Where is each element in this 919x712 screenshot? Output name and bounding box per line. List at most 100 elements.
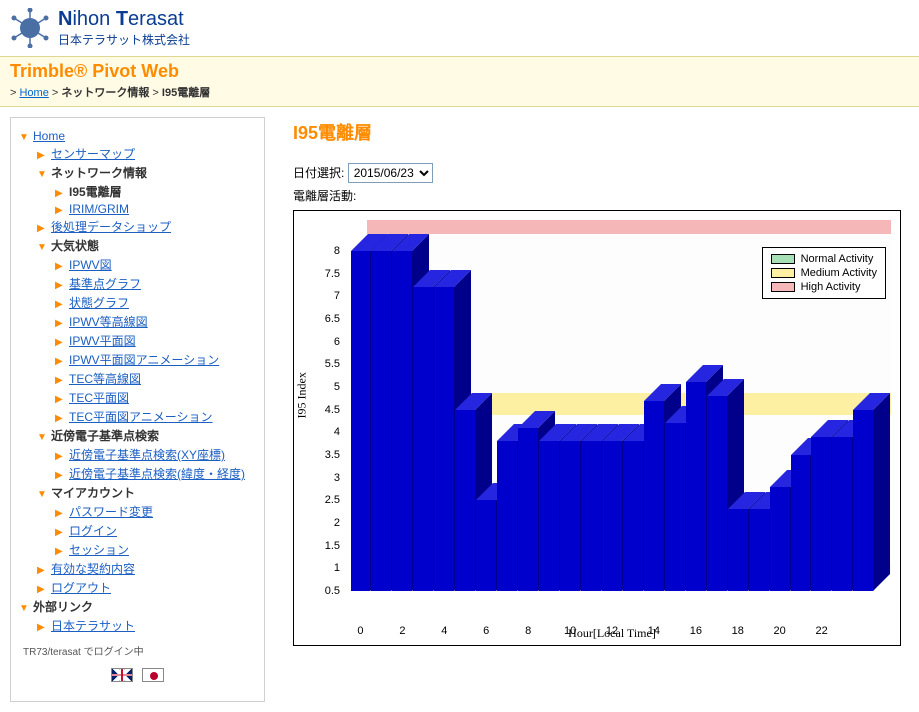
chart-band-high bbox=[367, 220, 891, 234]
chart-bar bbox=[770, 251, 790, 591]
chart-bar bbox=[581, 251, 601, 591]
chevron-right-icon: ▶ bbox=[55, 527, 65, 538]
nav-state-graph[interactable]: 状態グラフ bbox=[69, 296, 129, 310]
chart-bars bbox=[350, 251, 874, 591]
chart-y-axis: 0.511.522.533.544.555.566.577.58 bbox=[294, 251, 344, 591]
chart-bar bbox=[392, 251, 412, 591]
nav-nearby-latlon[interactable]: 近傍電子基準点検索(緯度・経度) bbox=[69, 467, 245, 481]
nav-atmos[interactable]: 大気状態 bbox=[51, 239, 99, 253]
nav-tec-plan[interactable]: TEC平面図 bbox=[69, 391, 129, 405]
nav-nearby-xy[interactable]: 近傍電子基準点検索(XY座標) bbox=[69, 448, 225, 462]
chevron-right-icon: ▶ bbox=[55, 451, 65, 462]
nav-network-info[interactable]: ネットワーク情報 bbox=[51, 166, 147, 180]
nav-home[interactable]: Home bbox=[33, 129, 65, 143]
logo-icon bbox=[10, 8, 50, 48]
legend-label: Normal Activity bbox=[801, 253, 874, 265]
chevron-right-icon: ▶ bbox=[37, 565, 47, 576]
nav-irim[interactable]: IRIM/GRIM bbox=[69, 202, 129, 216]
y-tick: 8 bbox=[334, 245, 340, 257]
main-content: I95電離層 日付選択: 2015/06/23 電離層活動: Ionospher… bbox=[275, 107, 919, 712]
y-tick: 3 bbox=[334, 472, 340, 484]
nav-nearby-search[interactable]: 近傍電子基準点検索 bbox=[51, 429, 159, 443]
legend-item: High Activity bbox=[771, 280, 877, 294]
chart-bar bbox=[413, 251, 433, 591]
nav-nihon-terasat[interactable]: 日本テラサット bbox=[51, 619, 135, 633]
nav-sensor-map[interactable]: センサーマップ bbox=[51, 147, 135, 161]
chevron-right-icon: ▶ bbox=[55, 413, 65, 424]
title-bar: Trimble® Pivot Web > Home > ネットワーク情報 > I… bbox=[0, 56, 919, 107]
legend-swatch bbox=[771, 268, 795, 278]
chevron-right-icon: ▶ bbox=[37, 622, 47, 633]
chevron-right-icon: ▶ bbox=[55, 375, 65, 386]
app-title: Trimble® Pivot Web bbox=[10, 61, 909, 82]
date-select[interactable]: 2015/06/23 bbox=[348, 163, 433, 183]
legend-item: Normal Activity bbox=[771, 252, 877, 266]
nav-my-account[interactable]: マイアカウント bbox=[51, 486, 135, 500]
chevron-down-icon: ▼ bbox=[19, 132, 29, 143]
chart-bar bbox=[644, 251, 664, 591]
nav-tree: ▼Home ▶センサーマップ ▼ネットワーク情報 ▶I95電離層 ▶IRIM/G… bbox=[19, 128, 256, 635]
chart-bar bbox=[623, 251, 643, 591]
chart: Ionospheric Index I95 Chugoku I95 Index … bbox=[293, 210, 901, 646]
y-tick: 3.5 bbox=[325, 449, 340, 461]
legend-swatch bbox=[771, 282, 795, 292]
y-tick: 0.5 bbox=[325, 585, 340, 597]
flag-uk-icon[interactable] bbox=[111, 668, 133, 682]
nav-session[interactable]: セッション bbox=[69, 543, 129, 557]
chart-legend: Normal ActivityMedium ActivityHigh Activ… bbox=[762, 247, 886, 299]
legend-swatch bbox=[771, 254, 795, 264]
chevron-right-icon: ▶ bbox=[55, 280, 65, 291]
chevron-down-icon: ▼ bbox=[37, 432, 47, 443]
chevron-right-icon: ▶ bbox=[55, 508, 65, 519]
nav-logout[interactable]: ログアウト bbox=[51, 581, 111, 595]
chevron-right-icon: ▶ bbox=[55, 546, 65, 557]
login-status: TR73/terasat でログイン中 bbox=[19, 635, 256, 662]
nav-ipwv-plan[interactable]: IPWV平面図 bbox=[69, 334, 136, 348]
legend-label: High Activity bbox=[801, 281, 861, 293]
breadcrumb-home[interactable]: Home bbox=[19, 87, 48, 99]
chevron-right-icon: ▶ bbox=[55, 356, 65, 367]
chevron-down-icon: ▼ bbox=[19, 603, 29, 614]
chart-bar bbox=[686, 251, 706, 591]
y-tick: 6.5 bbox=[325, 313, 340, 325]
chart-bar bbox=[518, 251, 538, 591]
nav-tec-plan-anim[interactable]: TEC平面図アニメーション bbox=[69, 410, 213, 424]
chart-bar bbox=[791, 251, 811, 591]
chart-bar bbox=[539, 251, 559, 591]
chart-bar bbox=[560, 251, 580, 591]
chevron-right-icon: ▶ bbox=[55, 299, 65, 310]
y-tick: 7 bbox=[334, 290, 340, 302]
nav-tec-contour[interactable]: TEC等高線図 bbox=[69, 372, 141, 386]
chart-xlabel: Hour[Local Time] bbox=[350, 626, 874, 641]
nav-ipwv-contour[interactable]: IPWV等高線図 bbox=[69, 315, 148, 329]
nav-login[interactable]: ログイン bbox=[69, 524, 117, 538]
y-tick: 7.5 bbox=[325, 268, 340, 280]
breadcrumb: > Home > ネットワーク情報 > I95電離層 bbox=[10, 82, 909, 102]
y-tick: 5.5 bbox=[325, 358, 340, 370]
logo-text: Nihon Terasat bbox=[58, 8, 190, 31]
activity-label: 電離層活動: bbox=[293, 187, 901, 204]
chevron-right-icon: ▶ bbox=[55, 205, 65, 216]
chart-bar bbox=[602, 251, 622, 591]
nav-ipwv-fig[interactable]: IPWV図 bbox=[69, 258, 112, 272]
nav-base-graph[interactable]: 基準点グラフ bbox=[69, 277, 141, 291]
nav-ipwv-plan-anim[interactable]: IPWV平面図アニメーション bbox=[69, 353, 219, 367]
flag-jp-icon[interactable] bbox=[142, 668, 164, 682]
y-tick: 5 bbox=[334, 381, 340, 393]
y-tick: 4.5 bbox=[325, 404, 340, 416]
nav-ext-links[interactable]: 外部リンク bbox=[33, 600, 93, 614]
chevron-down-icon: ▼ bbox=[37, 242, 47, 253]
nav-contract[interactable]: 有効な契約内容 bbox=[51, 562, 135, 576]
nav-postproc[interactable]: 後処理データショップ bbox=[51, 220, 171, 234]
page-title: I95電離層 bbox=[293, 119, 901, 145]
chart-bar bbox=[749, 251, 769, 591]
chart-bar bbox=[832, 251, 852, 591]
chevron-down-icon: ▼ bbox=[37, 489, 47, 500]
y-tick: 1 bbox=[334, 562, 340, 574]
header: Nihon Terasat 日本テラサット株式会社 bbox=[0, 0, 919, 56]
chevron-right-icon: ▶ bbox=[55, 337, 65, 348]
chart-bar bbox=[497, 251, 517, 591]
y-tick: 6 bbox=[334, 336, 340, 348]
chevron-right-icon: ▶ bbox=[55, 470, 65, 481]
nav-password[interactable]: パスワード変更 bbox=[69, 505, 153, 519]
